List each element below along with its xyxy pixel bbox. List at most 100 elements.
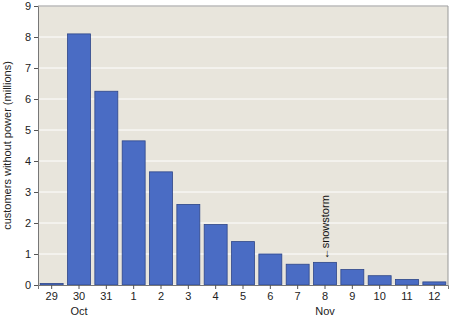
y-tick: 8 [25,31,38,43]
annotation: ←snowstorm [319,195,331,259]
x-tick-label: 29 [46,290,58,302]
x-tick: 7 [295,285,301,302]
x-tick: 11 [401,285,412,302]
x-tick-mark [379,285,380,289]
grid-line [38,37,448,38]
y-tick: 2 [25,217,38,229]
x-tick-mark [51,285,52,289]
y-tick: 9 [25,0,38,12]
bar [40,283,63,285]
x-tick-mark [215,285,216,289]
x-tick: 6 [267,285,273,302]
x-tick-mark [133,285,134,289]
grid-line [38,68,448,69]
bar [177,204,200,285]
y-tick-mark [34,285,38,286]
frame [38,6,448,285]
y-tick-mark [34,6,38,7]
x-tick-label: 8 [322,290,328,302]
x-axis-line [39,286,449,290]
y-tick-label: 6 [25,93,31,105]
bar [232,242,255,285]
x-tick: 31 [100,285,112,302]
bar [341,270,364,286]
y-tick-label: 8 [25,31,31,43]
y-tick: 4 [25,155,38,167]
x-tick-mark [106,285,107,289]
bar [95,91,118,285]
x-tick: 10 [374,285,386,302]
bar [259,254,282,285]
x-tick-label: 1 [131,290,137,302]
y-tick: 1 [25,248,38,260]
y-tick-mark [34,130,38,131]
x-tick: 1 [131,285,137,302]
x-tick-label: 6 [267,290,273,302]
chart: 0123456789293031123456789101112OctNov←sn… [0,0,450,320]
x-tick: 5 [240,285,246,302]
bar [122,141,145,285]
x-tick-mark [407,285,408,289]
y-tick: 5 [25,124,38,136]
y-tick-label: 0 [25,279,31,291]
x-tick-mark [188,285,189,289]
x-tick: 8 [322,285,328,302]
y-axis-line [34,7,39,286]
x-tick: 2 [158,285,164,302]
y-tick-label: 5 [25,124,31,136]
y-tick-mark [34,223,38,224]
x-tick-label: 9 [349,290,355,302]
y-axis: 0 1 2 3 4 5 6 7 8 9 [25,0,39,291]
bar [396,279,419,285]
grid [38,6,448,285]
bar [423,282,446,285]
x-tick-label: 5 [240,290,246,302]
y-tick-label: 2 [25,217,31,229]
y-tick: 0 [25,279,38,291]
y-tick-label: 3 [25,186,31,198]
x-tick-mark [325,285,326,289]
x-tick: 4 [213,285,219,302]
x-tick-label: 7 [295,290,301,302]
x-axis: 293031123456789101112 [39,285,449,302]
y-tick-label: 4 [25,155,31,167]
month-label: Nov [315,305,335,317]
y-tick-mark [34,254,38,255]
y-tick-mark [34,192,38,193]
x-tick: 29 [46,285,58,302]
x-tick-mark [161,285,162,289]
y-tick-label: 7 [25,62,31,74]
bars [40,34,446,285]
month-label: Oct [70,305,87,317]
bar [204,225,227,285]
x-tick-label: 31 [100,290,112,302]
y-tick: 6 [25,93,38,105]
x-tick-mark [434,285,435,289]
x-tick-mark [352,285,353,289]
x-tick-label: 2 [158,290,164,302]
y-axis-title: customers without power (millions) [1,61,13,230]
x-tick-label: 3 [185,290,191,302]
x-tick-label: 12 [428,290,440,302]
x-tick: 9 [349,285,355,302]
x-tick-label: 30 [73,290,85,302]
x-tick-label: 11 [401,290,412,302]
x-tick: 3 [185,285,191,302]
x-tick-mark [79,285,80,289]
y-tick-mark [34,99,38,100]
y-tick-mark [34,37,38,38]
bar [314,262,337,285]
plot: 0123456789293031123456789101112OctNov←sn… [25,0,449,317]
plot-background [38,6,448,285]
bar [368,276,391,285]
x-tick-mark [297,285,298,289]
x-tick-mark [270,285,271,289]
bar [286,264,309,285]
y-tick-mark [34,161,38,162]
y-tick-mark [34,68,38,69]
y-tick: 7 [25,62,38,74]
x-tick-label: 4 [213,290,219,302]
x-tick-label: 10 [374,290,386,302]
y-tick-label: 1 [25,248,31,260]
y-tick-label: 9 [25,0,31,12]
